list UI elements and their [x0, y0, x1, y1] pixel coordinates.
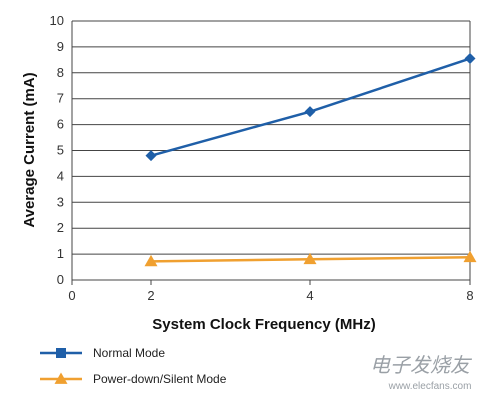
x-tick-label: 8	[466, 288, 473, 303]
y-tick-labels: 0 1 2 3 4 5 6 7 8 9 10	[50, 13, 64, 287]
y-tick-label: 1	[57, 246, 64, 261]
y-tick-label: 6	[57, 117, 64, 132]
gridlines	[72, 20, 470, 255]
y-tick-label: 9	[57, 39, 64, 54]
y-tick-label: 10	[50, 13, 64, 28]
x-tick-label: 0	[68, 288, 75, 303]
x-tick-labels: 0 2 4 8	[68, 280, 474, 303]
y-tick-label: 2	[57, 220, 64, 235]
y-tick-label: 3	[57, 194, 64, 209]
legend-label: Normal Mode	[93, 346, 165, 360]
y-tick-label: 5	[57, 143, 64, 158]
axes	[71, 21, 471, 281]
y-tick-label: 7	[57, 91, 64, 106]
y-tick-label: 4	[57, 168, 64, 183]
legend-marker	[56, 348, 66, 358]
x-tick-label: 2	[147, 288, 154, 303]
data-point	[463, 250, 477, 263]
legend-label: Power-down/Silent Mode	[93, 372, 227, 386]
data-point	[304, 106, 316, 118]
data-point	[144, 254, 158, 267]
series-layer	[144, 53, 477, 267]
legend-marker	[54, 372, 68, 384]
watermark-url: www.elecfans.com	[388, 381, 472, 392]
y-axis-title: Average Current (mA)	[21, 72, 38, 227]
x-axis-title: System Clock Frequency (MHz)	[152, 316, 375, 333]
y-tick-label: 0	[57, 272, 64, 287]
data-point	[145, 150, 157, 162]
data-point	[303, 252, 317, 265]
legend: Normal Mode Power-down/Silent Mode	[40, 346, 227, 386]
watermark-cn: 电子发烧友	[370, 355, 473, 377]
watermark: 电子发烧友 www.elecfans.com	[370, 355, 473, 392]
x-tick-label: 4	[306, 288, 313, 303]
y-tick-label: 8	[57, 65, 64, 80]
data-point	[464, 53, 476, 65]
